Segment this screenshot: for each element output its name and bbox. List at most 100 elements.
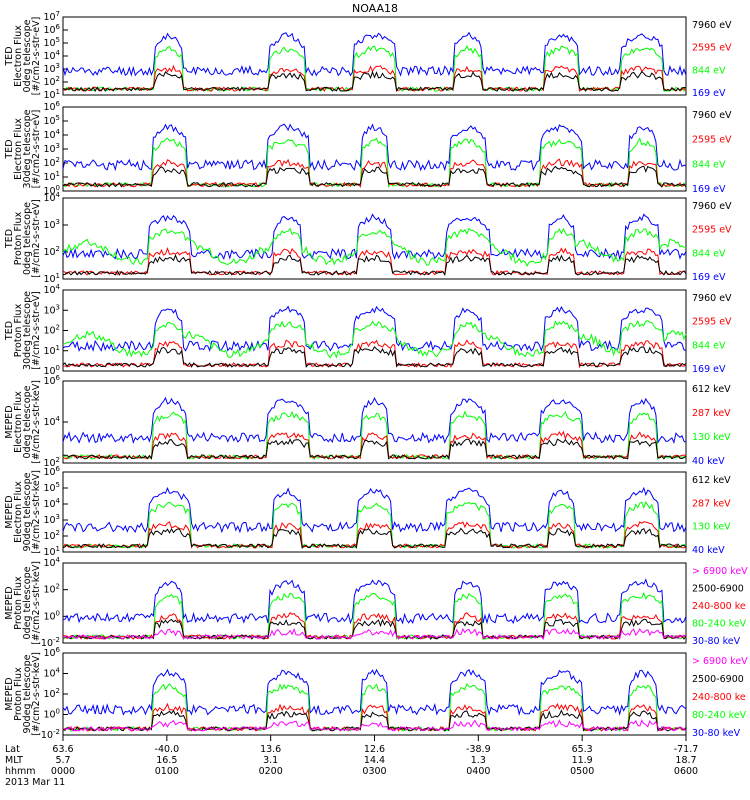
- legend-entry: 80-240 keV: [692, 710, 747, 721]
- y-axis-label: TED: [4, 321, 15, 341]
- series-trace-blue: [62, 668, 687, 717]
- x-tick-label: 3.1: [263, 755, 278, 766]
- series-trace-blue: [62, 396, 687, 444]
- legend-entry: 40 keV: [692, 545, 725, 556]
- legend-entry: 40 keV: [692, 456, 725, 467]
- y-axis-label: 30deg telescope: [22, 291, 33, 370]
- y-axis-label: Electron Flux: [13, 118, 24, 180]
- y-axis-label: TED: [4, 46, 15, 66]
- x-tick-label: 13.6: [260, 744, 281, 755]
- legend-entry: 2595 eV: [692, 225, 732, 236]
- y-tick-label: 106: [43, 23, 60, 36]
- y-tick-label: 100: [43, 184, 60, 197]
- y-axis-label: Proton Flux: [13, 667, 24, 721]
- y-axis-label: 0deg telescope: [22, 202, 33, 275]
- series-trace-black: [62, 709, 687, 732]
- y-axis-label: Proton Flux: [13, 211, 24, 265]
- y-axis-label: [#/cm2-s-str-eV]: [31, 199, 42, 278]
- legend-entry: 844 eV: [692, 159, 726, 170]
- y-tick-label: 102: [43, 324, 60, 337]
- legend-entry: 612 keV: [692, 384, 731, 395]
- series-trace-blue: [62, 123, 687, 172]
- x-row-label: MLT: [5, 755, 23, 766]
- series-trace-green: [62, 227, 687, 267]
- series-trace-red: [62, 430, 687, 460]
- y-axis-label: [#/cm2-s-str-keV]: [31, 380, 42, 464]
- y-axis-label: 0deg telescope: [22, 385, 33, 458]
- y-tick-label: 102: [43, 245, 60, 258]
- y-tick-label: 100: [43, 708, 60, 721]
- y-tick-label: 103: [43, 142, 60, 155]
- y-tick-label: 101: [43, 170, 60, 183]
- y-axis-label: [#/cm2-s-str-eV]: [31, 291, 42, 370]
- y-tick-label: 104: [43, 49, 60, 62]
- y-axis-label: 0deg telescope: [22, 566, 33, 639]
- series-trace-red: [62, 247, 687, 276]
- chart-title: NOAA18: [352, 2, 398, 15]
- series-trace-blue: [62, 213, 687, 261]
- legend-entry: 169 eV: [692, 184, 726, 195]
- y-tick-label: 104: [43, 128, 60, 141]
- y-tick-label: 101: [43, 545, 60, 558]
- y-tick-label: 107: [43, 10, 60, 23]
- series-trace-blue: [62, 486, 687, 534]
- x-tick-label: 0100: [155, 766, 179, 777]
- legend-entry: 169 eV: [692, 364, 726, 375]
- y-tick-label: 101: [43, 88, 60, 101]
- series-trace-green: [62, 137, 687, 189]
- x-row-label: 2013 Mar 11: [5, 777, 65, 788]
- legend-entry: 287 keV: [692, 498, 731, 509]
- series-trace-red: [62, 158, 687, 188]
- x-tick-label: 65.3: [572, 744, 593, 755]
- x-row-label: hhmm: [5, 766, 36, 777]
- y-axis-label: [#/cm2-s-str-eV]: [31, 17, 42, 96]
- panel-frame: [62, 471, 687, 553]
- series-trace-black: [62, 70, 687, 93]
- y-tick-label: 104: [43, 191, 60, 204]
- series-trace-black: [62, 618, 687, 640]
- y-tick-label: 103: [43, 218, 60, 231]
- series-trace-green: [62, 682, 687, 732]
- legend-entry: > 6900 keV: [692, 566, 748, 577]
- y-tick-label: 100: [43, 609, 60, 622]
- legend-entry: 30-80 keV: [692, 728, 741, 739]
- y-tick-label: 101: [43, 344, 60, 357]
- y-axis-label: Proton Flux: [13, 303, 24, 357]
- legend-entry: 2500-6900: [692, 584, 744, 595]
- x-tick-label: 14.4: [364, 755, 385, 766]
- series-trace-green: [62, 410, 687, 461]
- series-trace-magenta: [62, 719, 687, 732]
- x-tick-label: -38.9: [466, 744, 491, 755]
- series-trace-green: [62, 591, 687, 641]
- legend-entry: 2595 eV: [692, 135, 732, 146]
- series-trace-red: [62, 612, 687, 641]
- legend-entry: 2595 eV: [692, 317, 732, 328]
- series-trace-blue: [62, 31, 687, 77]
- legend-entry: 30-80 keV: [692, 636, 741, 647]
- panel-frame: [62, 380, 687, 464]
- y-axis-label: [#/cm2-s-str-eV]: [31, 110, 42, 189]
- y-tick-label: 102: [43, 156, 60, 169]
- legend-entry: > 6900 keV: [692, 656, 748, 667]
- y-axis-label: 30deg telescope: [22, 109, 33, 188]
- y-tick-label: 102: [43, 75, 60, 88]
- y-tick-label: 106: [43, 100, 60, 113]
- y-tick-label: 106: [43, 646, 60, 659]
- legend-entry: 844 eV: [692, 65, 726, 76]
- y-axis-label: Proton Flux: [13, 576, 24, 630]
- series-trace-magenta: [62, 627, 687, 641]
- legend-entry: 169 eV: [692, 88, 726, 99]
- legend-entry: 130 keV: [692, 432, 731, 443]
- panel-frame: [62, 16, 687, 96]
- y-axis-label: Electron Flux: [13, 481, 24, 543]
- y-axis-label: MEPED: [4, 495, 15, 528]
- legend-entry: 844 eV: [692, 340, 726, 351]
- y-tick-label: 104: [43, 667, 60, 680]
- x-tick-label: 18.7: [675, 755, 696, 766]
- y-tick-label: 104: [43, 497, 60, 510]
